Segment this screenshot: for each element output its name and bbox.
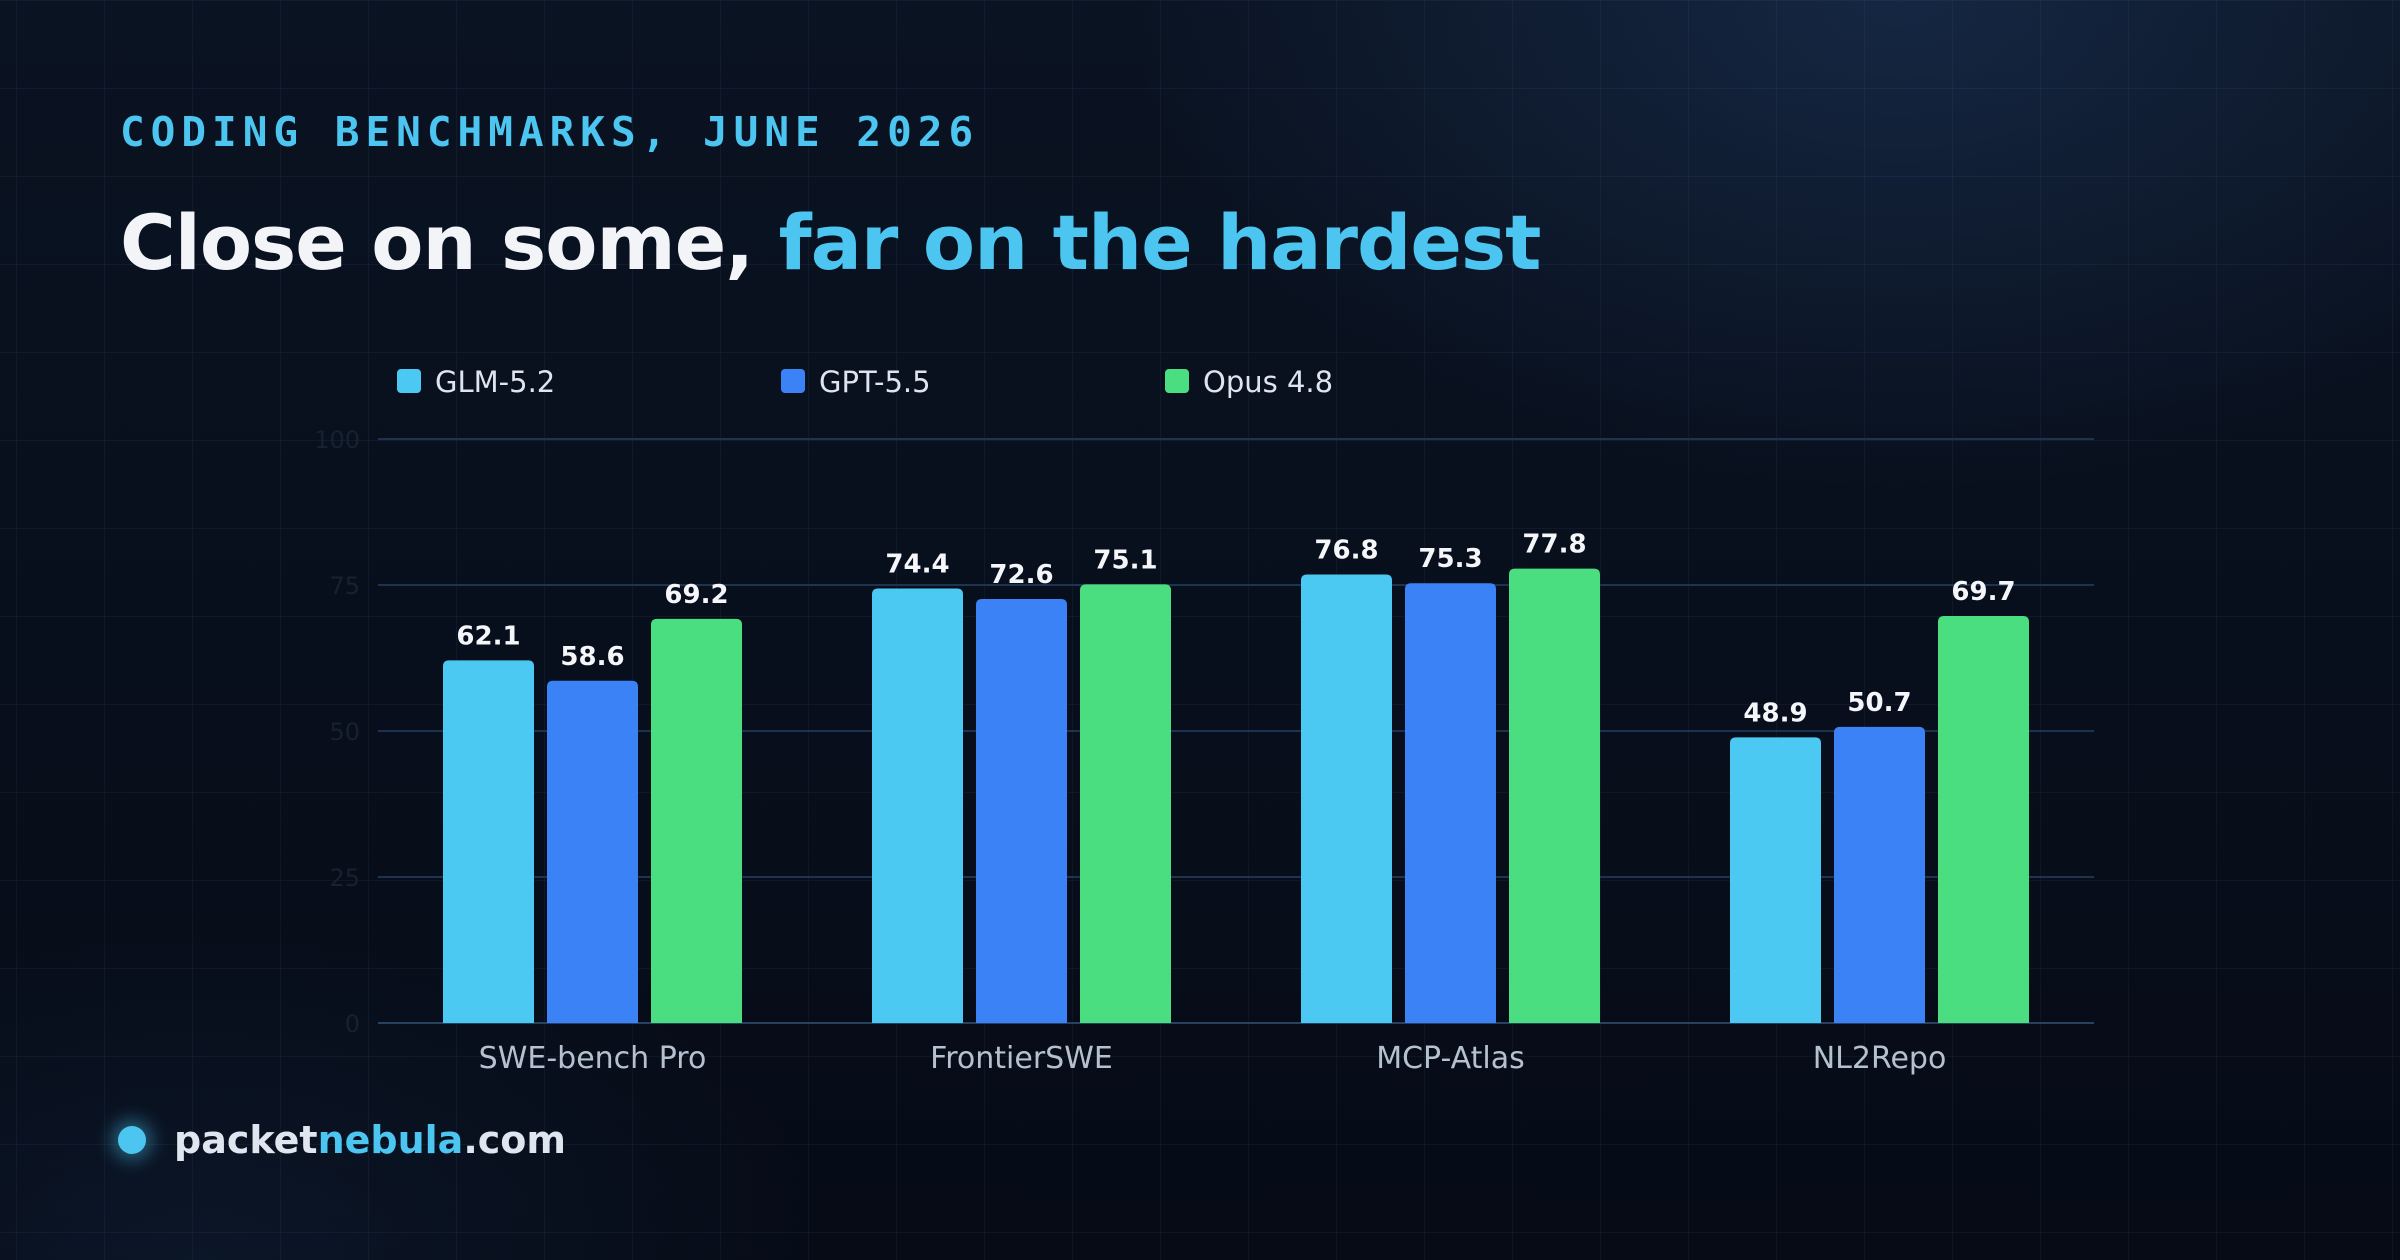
y-tick-label: 100	[314, 426, 360, 454]
y-tick-label: 0	[345, 1010, 360, 1038]
legend-swatch-2	[781, 369, 805, 393]
brand-name-part2: nebula	[317, 1118, 464, 1162]
x-category-label: FrontierSWE	[930, 1041, 1113, 1076]
bar-value-label: 76.8	[1314, 535, 1378, 565]
title-accent: far on the hardest	[778, 198, 1542, 287]
brand-dot-icon	[118, 1126, 146, 1154]
brand-footer: packetnebula.com	[118, 1118, 566, 1162]
bar	[1834, 726, 1925, 1023]
page-title: Close on some, far on the hardest	[120, 198, 1542, 287]
x-category-label: MCP-Atlas	[1376, 1041, 1525, 1076]
bar-value-label: 74.4	[885, 550, 949, 580]
legend-swatch-1	[397, 369, 421, 393]
bar-value-label: 75.3	[1418, 544, 1482, 574]
eyebrow-label: CODING BENCHMARKS, JUNE 2026	[120, 108, 980, 156]
bar	[1938, 615, 2029, 1023]
x-category-label: NL2Repo	[1813, 1041, 1947, 1076]
bar	[976, 599, 1067, 1023]
bar-value-label: 48.9	[1743, 698, 1807, 728]
bar-value-label: 69.7	[1951, 577, 2015, 607]
bar	[1301, 574, 1392, 1023]
legend-swatch-3	[1165, 369, 1189, 393]
bar	[651, 618, 742, 1023]
bar-value-label: 72.6	[989, 560, 1053, 590]
y-tick-label: 75	[329, 572, 360, 600]
bar	[443, 660, 534, 1023]
bar	[1509, 568, 1600, 1023]
bar	[1405, 583, 1496, 1023]
bar-value-label: 62.1	[456, 621, 520, 651]
brand-name-part3: .com	[463, 1118, 566, 1162]
bar-value-label: 58.6	[560, 642, 624, 672]
x-category-label: SWE-bench Pro	[479, 1041, 707, 1076]
legend-label: GLM-5.2	[435, 365, 555, 399]
bar-value-label: 77.8	[1522, 530, 1586, 560]
title-main: Close on some,	[120, 198, 779, 287]
bar-value-label: 50.7	[1847, 688, 1911, 718]
bar	[1730, 737, 1821, 1023]
bar	[872, 588, 963, 1023]
legend-label: Opus 4.8	[1203, 365, 1333, 399]
y-tick-label: 25	[329, 864, 360, 892]
legend-label: GPT-5.5	[819, 365, 931, 399]
brand-name-part1: packet	[174, 1118, 318, 1162]
bar	[1080, 584, 1171, 1023]
y-tick-label: 50	[329, 718, 360, 746]
brand-name: packetnebula.com	[174, 1118, 566, 1162]
bar-value-label: 69.2	[664, 580, 728, 610]
bar	[547, 680, 638, 1023]
bar-value-label: 75.1	[1093, 545, 1157, 575]
